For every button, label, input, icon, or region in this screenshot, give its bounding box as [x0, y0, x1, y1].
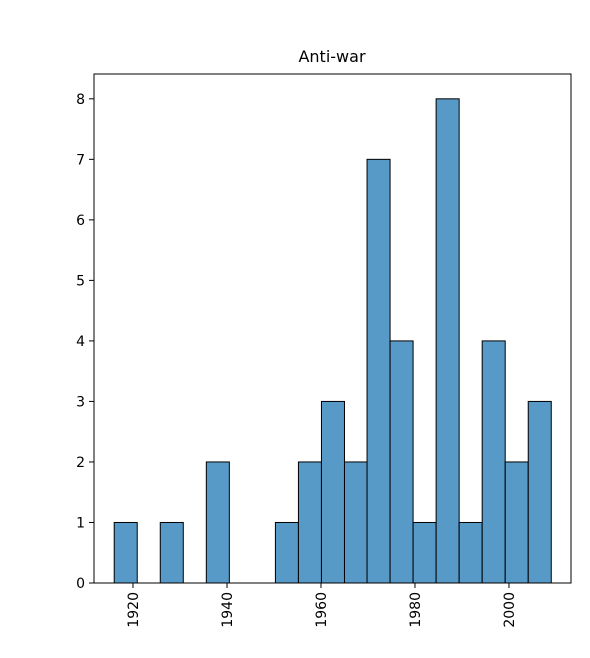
bar — [159, 521, 184, 584]
bar — [435, 98, 460, 584]
y-tick-label: 1 — [76, 515, 85, 531]
y-tick-label: 4 — [76, 334, 85, 350]
bar — [458, 521, 483, 584]
bar — [481, 340, 506, 584]
bar — [274, 521, 299, 584]
bar — [527, 400, 552, 584]
y-tick-label: 7 — [76, 152, 85, 168]
bar — [113, 521, 138, 584]
bar — [366, 158, 391, 584]
bar — [343, 461, 368, 584]
x-tick-label: 1960 — [314, 592, 330, 628]
x-tick-label: 1980 — [408, 592, 424, 628]
x-tick-label: 2000 — [502, 592, 518, 628]
x-tick-label: 1920 — [126, 592, 142, 628]
bar — [205, 461, 230, 584]
y-tick-label: 3 — [76, 394, 85, 410]
y-tick-label: 8 — [76, 92, 85, 108]
bar — [412, 521, 437, 584]
bar — [504, 461, 529, 584]
y-tick-label: 6 — [76, 213, 85, 229]
bar — [297, 461, 322, 584]
y-tick-label: 5 — [76, 273, 85, 289]
chart-title: Anti-war — [298, 47, 365, 66]
bar — [320, 400, 345, 584]
x-tick-label: 1940 — [220, 592, 236, 628]
y-tick-label: 0 — [76, 576, 85, 592]
bar — [389, 340, 414, 584]
plot-frame — [93, 73, 572, 584]
y-tick-label: 2 — [76, 455, 85, 471]
